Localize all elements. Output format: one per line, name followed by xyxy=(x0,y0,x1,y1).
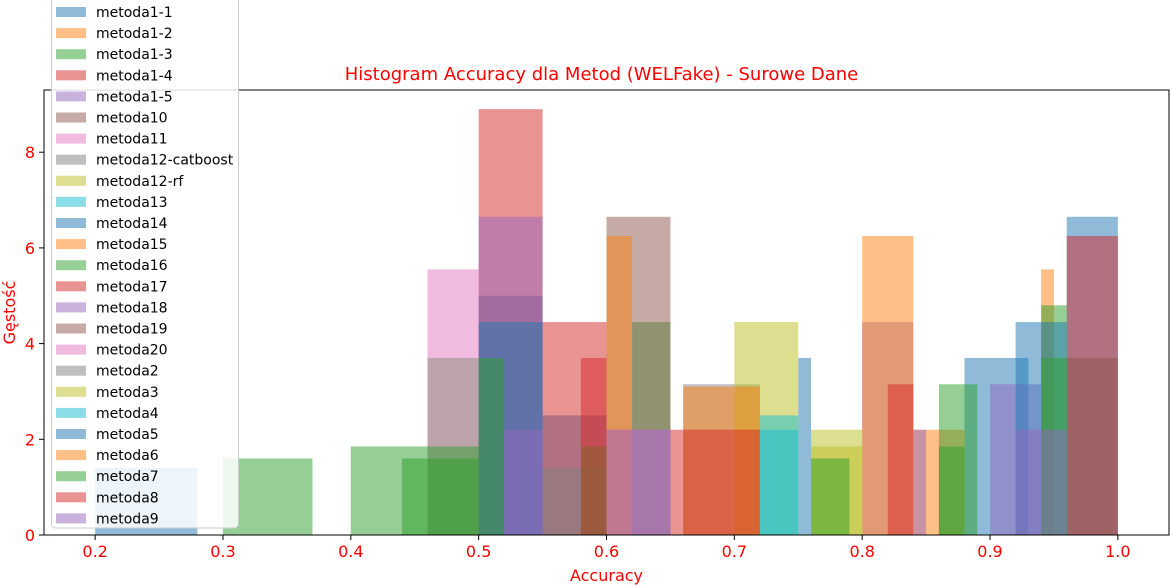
legend-label: metoda12-rf xyxy=(96,174,184,190)
legend-label: metoda15 xyxy=(96,237,168,253)
y-axis-label: Gęstość xyxy=(0,281,19,345)
x-tick-label: 0.8 xyxy=(849,542,874,561)
legend-label: metoda1-5 xyxy=(96,89,173,105)
bar-metoda9-1 xyxy=(606,429,671,535)
bar-metoda1-1-3 xyxy=(798,357,812,535)
bar-metoda19-0 xyxy=(1066,357,1118,535)
y-tick-label: 6 xyxy=(25,239,35,258)
legend-label: metoda13 xyxy=(96,195,168,211)
legend-label: metoda17 xyxy=(96,279,168,295)
x-tick-label: 1.0 xyxy=(1105,542,1130,561)
bars-layer xyxy=(95,109,1118,536)
x-tick-label: 0.4 xyxy=(338,542,363,561)
legend-swatch xyxy=(56,365,86,376)
legend-swatch xyxy=(56,91,86,102)
bar-metoda8-2 xyxy=(887,384,914,535)
y-tick-label: 2 xyxy=(25,430,35,449)
bar-metoda7-4 xyxy=(811,458,850,535)
legend-label: metoda5 xyxy=(96,427,159,443)
legend: metoda1-1 metoda1-2 metoda1-3 metoda1-4 meto… xyxy=(51,0,239,529)
bar-metoda7-5 xyxy=(938,446,965,535)
legend-swatch xyxy=(56,196,86,207)
legend-swatch xyxy=(56,344,86,355)
legend-swatch xyxy=(56,112,86,123)
legend-swatch xyxy=(56,49,86,60)
legend-label: metoda9 xyxy=(96,511,159,527)
y-tick-label: 8 xyxy=(25,143,35,162)
chart-title: Histogram Accuracy dla Metod (WELFake) -… xyxy=(345,64,859,85)
x-tick-label: 0.3 xyxy=(210,542,235,561)
legend-label: metoda1-3 xyxy=(96,47,173,63)
x-axis-label: Accuracy xyxy=(570,566,643,585)
legend-label: metoda20 xyxy=(96,343,168,359)
bar-metoda9-2 xyxy=(913,429,927,535)
bar-metoda8-0 xyxy=(580,357,607,535)
legend-swatch xyxy=(56,323,86,334)
legend-swatch xyxy=(56,218,86,228)
legend-swatch xyxy=(56,471,86,482)
legend-swatch xyxy=(56,175,86,186)
legend-label: metoda12-catboost xyxy=(96,153,234,169)
legend-label: metoda4 xyxy=(96,406,159,422)
x-tick-label: 0.2 xyxy=(82,542,107,561)
legend-label: metoda6 xyxy=(96,448,159,464)
bar-metoda8-1 xyxy=(670,429,760,535)
legend-label: metoda18 xyxy=(96,300,168,316)
legend-label: metoda10 xyxy=(96,111,168,127)
legend-label: metoda1-2 xyxy=(96,26,173,42)
legend-label: metoda19 xyxy=(96,322,168,338)
legend-swatch xyxy=(56,28,86,39)
legend-swatch xyxy=(56,260,86,271)
legend-swatch xyxy=(56,407,86,418)
bar-metoda9-0 xyxy=(504,429,543,535)
legend-swatch xyxy=(56,386,86,397)
legend-swatch xyxy=(56,281,86,292)
bar-metoda7-1 xyxy=(401,458,479,535)
x-tick-label: 0.5 xyxy=(466,542,491,561)
legend-swatch xyxy=(56,154,86,165)
y-tick-label: 4 xyxy=(25,335,35,354)
legend-swatch xyxy=(56,492,86,503)
legend-box xyxy=(51,0,239,529)
legend-swatch xyxy=(56,239,86,250)
bar-metoda4-0 xyxy=(759,429,799,535)
legend-swatch xyxy=(56,133,86,144)
legend-label: metoda3 xyxy=(96,385,159,401)
y-tick-label: 0 xyxy=(25,526,35,545)
legend-label: metoda16 xyxy=(96,258,168,274)
legend-label: metoda7 xyxy=(96,469,159,485)
legend-label: metoda2 xyxy=(96,364,159,380)
bar-metoda7-2 xyxy=(478,357,505,535)
x-tick-label: 0.6 xyxy=(594,542,619,561)
bar-metoda9-3 xyxy=(1015,429,1067,535)
legend-swatch xyxy=(56,513,86,524)
legend-swatch xyxy=(56,7,86,17)
x-tick-label: 0.7 xyxy=(722,542,747,561)
legend-label: metoda8 xyxy=(96,490,159,506)
legend-label: metoda1-4 xyxy=(96,68,173,84)
x-tick-label: 0.9 xyxy=(977,542,1002,561)
legend-label: metoda11 xyxy=(96,132,168,148)
legend-swatch xyxy=(56,450,86,461)
legend-swatch xyxy=(56,302,86,313)
legend-swatch xyxy=(56,429,86,439)
legend-label: metoda14 xyxy=(96,216,168,232)
axis-ticks: 0.2 0.3 0.4 0.5 0.6 0.7 0.8 0.9 1.0 0 2 4 6 8 xyxy=(25,143,1131,561)
legend-swatch xyxy=(56,70,86,81)
legend-label: metoda1-1 xyxy=(96,5,173,21)
